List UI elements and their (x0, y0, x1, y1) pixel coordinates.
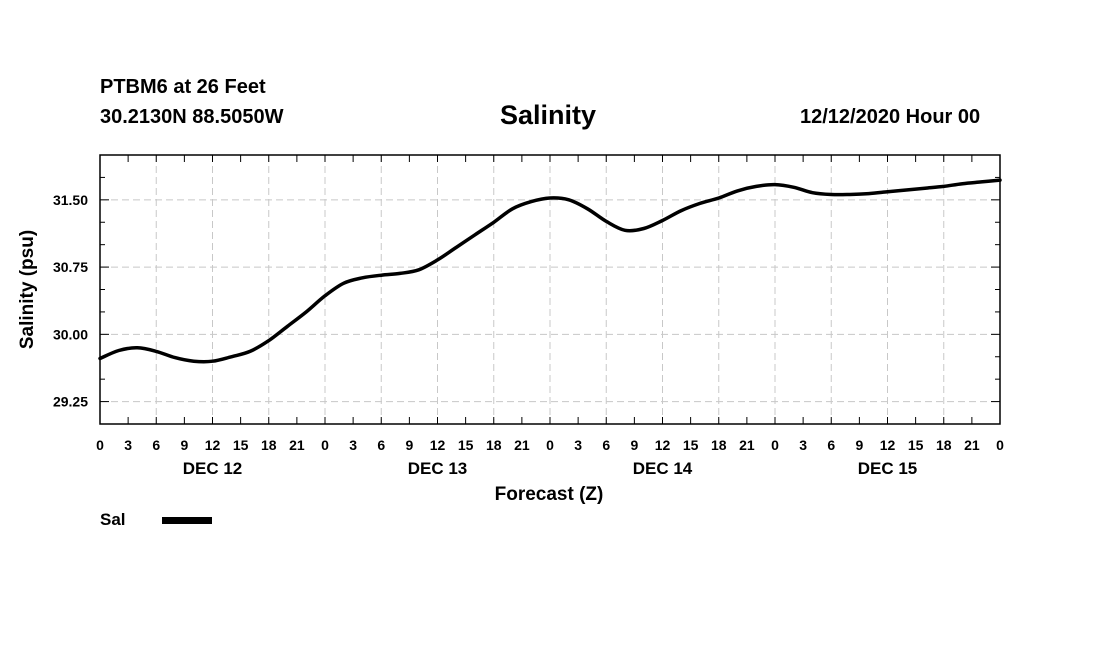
x-tick-label: 18 (936, 437, 952, 453)
x-tick-label: 0 (771, 437, 779, 453)
x-tick-label: 9 (405, 437, 413, 453)
x-tick-label: 3 (124, 437, 132, 453)
x-tick-label: 12 (655, 437, 671, 453)
x-tick-label: 3 (799, 437, 807, 453)
x-tick-label: 18 (711, 437, 727, 453)
day-label: DEC 13 (408, 459, 468, 478)
x-tick-label: 3 (574, 437, 582, 453)
day-label: DEC 15 (858, 459, 918, 478)
x-tick-label: 0 (321, 437, 329, 453)
x-tick-label: 6 (827, 437, 835, 453)
day-label: DEC 14 (633, 459, 693, 478)
x-tick-label: 6 (602, 437, 610, 453)
x-tick-label: 6 (377, 437, 385, 453)
x-tick-label: 9 (630, 437, 638, 453)
station-label: PTBM6 at 26 Feet (100, 76, 266, 98)
day-labels: DEC 12 DEC 13 DEC 14 DEC 15 (183, 459, 918, 478)
x-tick-label: 15 (683, 437, 699, 453)
x-tick-label: 15 (233, 437, 249, 453)
x-tick-label: 12 (205, 437, 221, 453)
x-tick-label: 15 (458, 437, 474, 453)
chart-title: Salinity (500, 100, 597, 130)
salinity-series-line (98, 178, 1002, 364)
x-tick-label: 9 (180, 437, 188, 453)
y-axis-label: Salinity (psu) (17, 230, 38, 349)
x-tick-label: 9 (855, 437, 863, 453)
forecast-timestamp: 12/12/2020 Hour 00 (800, 106, 981, 128)
x-tick-label: 18 (261, 437, 277, 453)
x-tick-label: 18 (486, 437, 502, 453)
x-tick-label: 0 (546, 437, 554, 453)
x-tick-label: 21 (514, 437, 530, 453)
x-tick-label: 15 (908, 437, 924, 453)
x-tick-label: 21 (289, 437, 305, 453)
legend-label: Sal (100, 510, 126, 529)
plot-frame (99, 154, 1001, 425)
y-tick-label: 30.00 (53, 326, 88, 342)
y-tick-label: 31.50 (53, 192, 88, 208)
legend-swatch (162, 517, 212, 524)
y-axis: 29.25 30.00 30.75 31.50 (53, 154, 1000, 425)
x-tick-label: 0 (96, 437, 104, 453)
x-tick-label: 21 (739, 437, 755, 453)
grid (100, 155, 1000, 424)
x-tick-label: 3 (349, 437, 357, 453)
x-tick-label: 12 (430, 437, 446, 453)
x-tick-label: 12 (880, 437, 896, 453)
x-tick-label: 21 (964, 437, 980, 453)
y-tick-label: 30.75 (53, 259, 88, 275)
x-tick-label: 0 (996, 437, 1004, 453)
coordinates-label: 30.2130N 88.5050W (100, 106, 284, 128)
x-tick-label: 6 (152, 437, 160, 453)
x-axis: 0 3 6 9 12 15 18 21 0 3 6 9 12 15 18 21 0 3 6 9 12 15 18 21 0 3 6 9… (96, 155, 1004, 453)
x-axis-label: Forecast (Z) (495, 484, 604, 505)
day-label: DEC 12 (183, 459, 243, 478)
y-tick-label: 29.25 (53, 394, 88, 410)
